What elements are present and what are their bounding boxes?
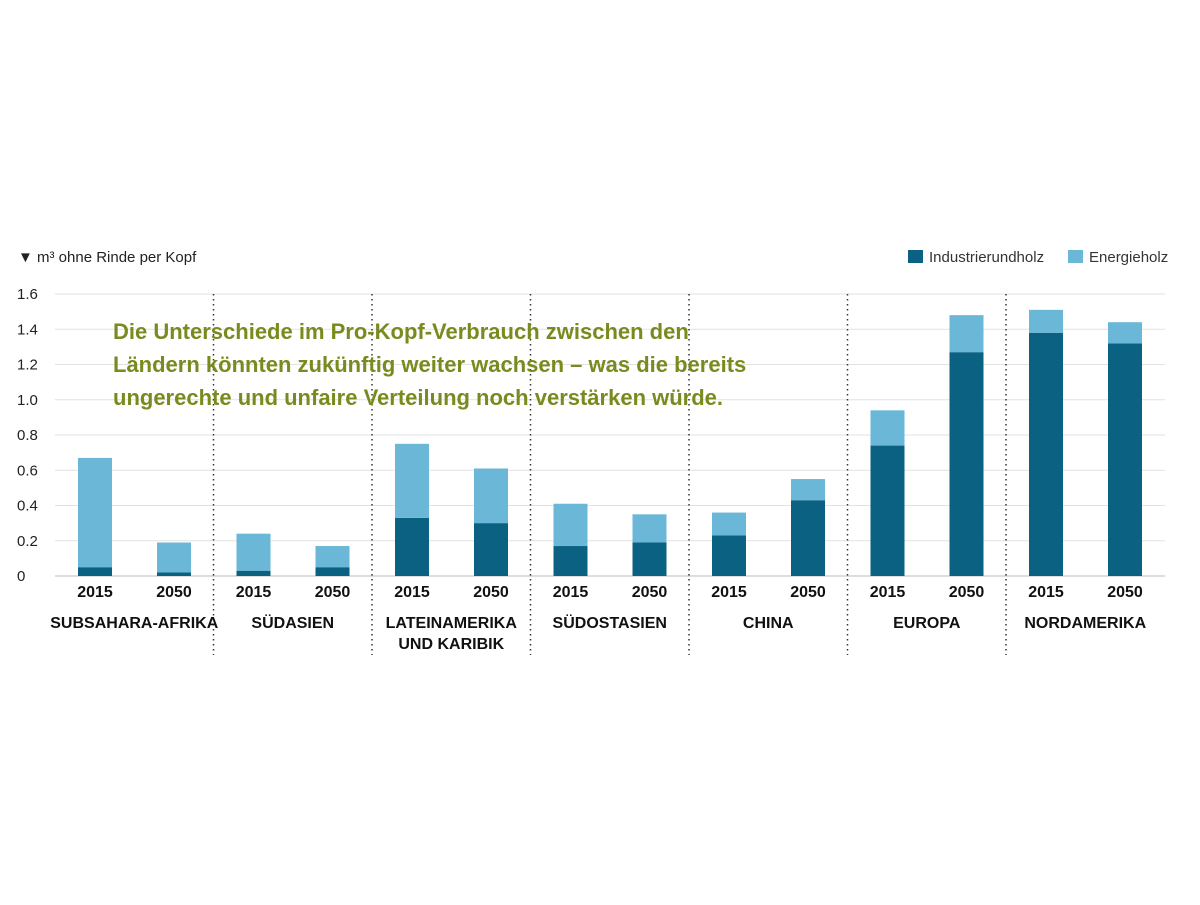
year-label: 2050	[632, 584, 668, 601]
legend-label: Industrierundholz	[929, 249, 1044, 266]
year-label: 2050	[1107, 584, 1143, 601]
y-tick-label: 0.6	[17, 462, 38, 479]
bar-energieholz	[157, 542, 191, 573]
region-label: SUBSAHARA-AFRIKA	[50, 615, 218, 632]
year-label: 2050	[790, 584, 826, 601]
bar-energieholz	[870, 410, 905, 446]
bar-energieholz	[1108, 322, 1142, 344]
bar-energieholz	[712, 512, 746, 536]
region-label: SÜDOSTASIEN	[553, 613, 667, 632]
region-label: NORDAMERIKA	[1024, 615, 1146, 632]
annotation-text: ungerechte und unfaire Verteilung noch v…	[113, 385, 723, 410]
bar-industrierundholz	[712, 535, 746, 576]
bar-energieholz	[553, 503, 588, 547]
bar-industrierundholz	[395, 517, 429, 576]
bar-energieholz	[474, 468, 508, 524]
bar-industrierundholz	[78, 567, 112, 576]
year-label: 2015	[394, 584, 430, 601]
region-label: SÜDASIEN	[251, 613, 334, 632]
bar-industrierundholz	[1029, 332, 1063, 576]
bar-energieholz	[395, 443, 429, 518]
year-label: 2015	[553, 584, 589, 601]
year-label: 2050	[949, 584, 985, 601]
bar-energieholz	[236, 533, 271, 571]
year-label: 2050	[473, 584, 509, 601]
bar-industrierundholz	[632, 542, 667, 576]
y-tick-label: 1.2	[17, 357, 38, 374]
y-tick-label: 1.0	[17, 392, 38, 409]
bar-industrierundholz	[553, 546, 588, 576]
region-label: CHINA	[743, 615, 794, 632]
bar-energieholz	[315, 546, 350, 568]
region-label: UND KARIBIK	[398, 636, 504, 653]
year-label: 2015	[77, 584, 113, 601]
bar-energieholz	[791, 479, 825, 501]
bar-industrierundholz	[791, 500, 825, 576]
bar-energieholz	[632, 514, 667, 543]
year-label: 2050	[315, 584, 351, 601]
annotation-text: Ländern könnten zukünftig weiter wachsen…	[113, 352, 746, 377]
legend-swatch	[908, 250, 923, 263]
legend-swatch	[1068, 250, 1083, 263]
bar-industrierundholz	[949, 352, 984, 576]
year-label: 2015	[711, 584, 747, 601]
year-label: 2015	[1028, 584, 1064, 601]
legend-label: Energieholz	[1089, 249, 1168, 266]
y-tick-label: 1.4	[17, 321, 38, 338]
y-tick-label: 0.4	[17, 498, 38, 515]
year-label: 2015	[236, 584, 272, 601]
bar-industrierundholz	[236, 570, 271, 576]
bar-industrierundholz	[1108, 343, 1142, 576]
region-label: LATEINAMERIKA	[386, 615, 518, 632]
bar-energieholz	[78, 457, 112, 568]
y-tick-label: 1.6	[17, 286, 38, 303]
region-label: EUROPA	[893, 615, 961, 632]
bar-industrierundholz	[157, 572, 191, 576]
bar-industrierundholz	[474, 523, 508, 576]
bar-industrierundholz	[315, 567, 350, 576]
year-label: 2015	[870, 584, 906, 601]
y-tick-label: 0	[17, 568, 25, 585]
bar-industrierundholz	[870, 445, 905, 576]
annotation-text: Die Unterschiede im Pro-Kopf-Verbrauch z…	[113, 319, 689, 344]
year-label: 2050	[156, 584, 192, 601]
bar-energieholz	[949, 315, 984, 353]
bar-energieholz	[1029, 309, 1063, 333]
y-tick-label: 0.8	[17, 427, 38, 444]
y-axis-label: ▼ m³ ohne Rinde per Kopf	[18, 249, 197, 266]
y-tick-label: 0.2	[17, 533, 38, 550]
